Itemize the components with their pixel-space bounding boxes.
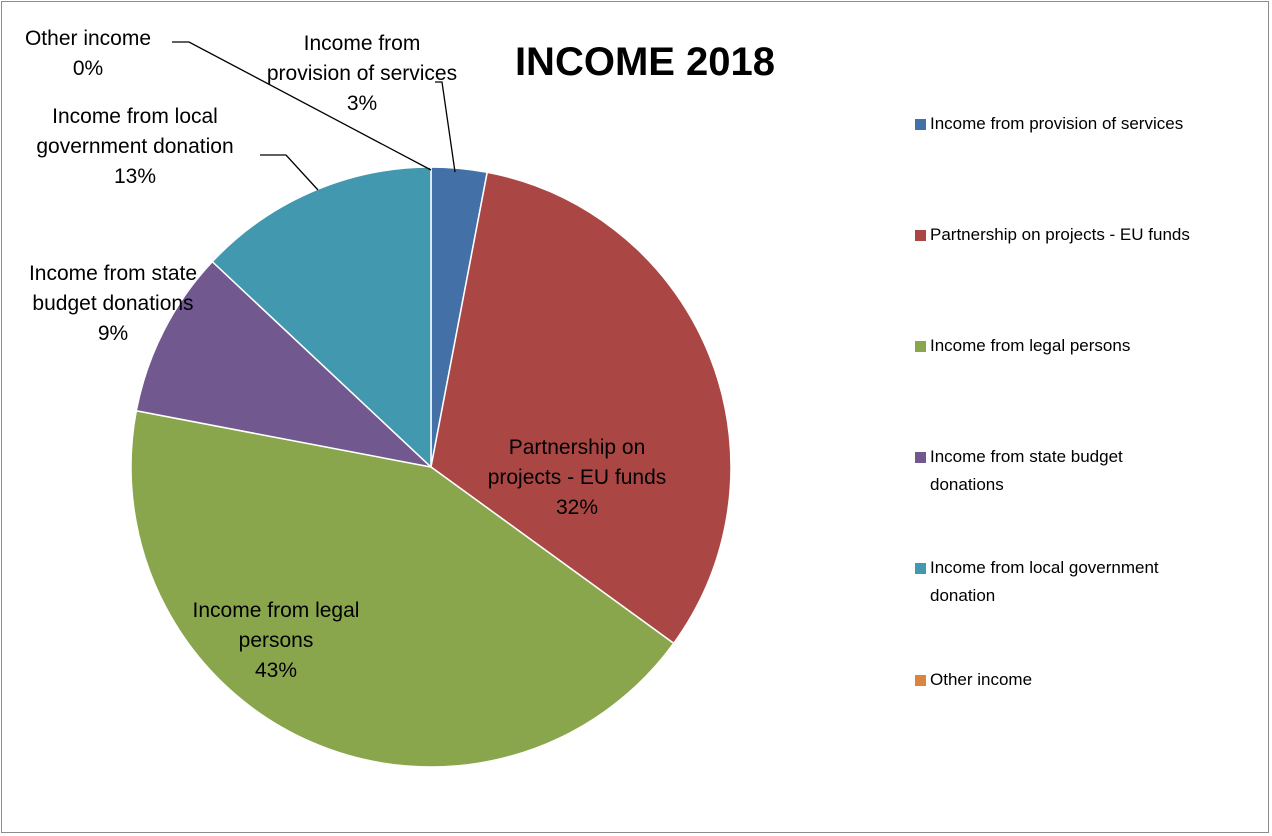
legend-label-income-from-provision-of-services: Income from provision of services bbox=[930, 114, 1183, 133]
data-label-income-from-state-budget-donations: Income from state budget donations 9% bbox=[29, 262, 197, 345]
legend-swatch-other-income bbox=[915, 675, 926, 686]
leader-line-local-government bbox=[260, 154, 319, 191]
chart-title: INCOME 2018 bbox=[515, 40, 775, 84]
leader-line-provision-of-services bbox=[435, 81, 456, 173]
legend-label-income-from-legal-persons: Income from legal persons bbox=[930, 336, 1130, 355]
legend-swatch-partnership-on-projects-eu-funds bbox=[915, 230, 926, 241]
legend-label-income-from-state-budget-donations: Income from state budget donations bbox=[930, 447, 1123, 494]
pie-slice-income-from-legal-persons bbox=[130, 409, 675, 768]
legend-label-income-from-local-government-donation: Income from local government donation bbox=[930, 558, 1159, 605]
legend-label-other-income: Other income bbox=[930, 670, 1032, 689]
legend-swatch-income-from-state-budget-donations bbox=[915, 452, 926, 463]
data-label-income-from-provision-of-services: Income from provision of services 3% bbox=[267, 32, 457, 115]
data-label-partnership-on-projects-eu-funds: Partnership on projects - EU funds 32% bbox=[488, 436, 667, 519]
legend-swatch-income-from-local-government-donation bbox=[915, 563, 926, 574]
pie-slice-partnership-on-projects-eu-funds bbox=[430, 171, 732, 645]
data-label-other-income: Other income 0% bbox=[25, 27, 151, 80]
leader-line-other-income bbox=[172, 41, 432, 171]
data-label-income-from-legal-persons: Income from legal persons 43% bbox=[193, 599, 360, 682]
pie-slice-income-from-local-government-donation bbox=[211, 166, 432, 469]
legend-label-partnership-on-projects-eu-funds: Partnership on projects - EU funds bbox=[930, 225, 1190, 244]
legend-swatch-income-from-provision-of-services bbox=[915, 119, 926, 130]
data-label-income-from-local-government-donation: Income from local government donation 13% bbox=[36, 105, 233, 188]
pie-slice-income-from-state-budget-donations bbox=[135, 260, 434, 469]
legend-swatch-income-from-legal-persons bbox=[915, 341, 926, 352]
